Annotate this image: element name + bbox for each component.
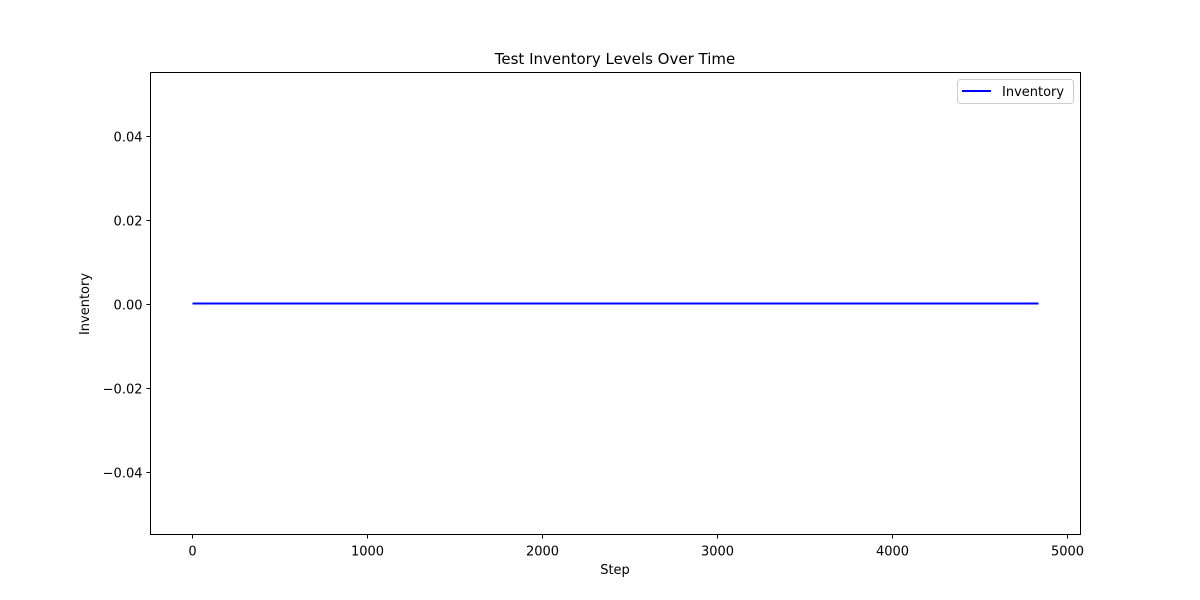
x-tick-label: 1000 [351, 545, 384, 560]
x-axis-ticks: 0 1000 2000 3000 4000 5000 [188, 534, 1084, 560]
chart-title: Test Inventory Levels Over Time [494, 50, 735, 68]
y-tick-label: −0.04 [103, 467, 143, 482]
x-tick-label: 4000 [876, 545, 909, 560]
legend-box [957, 79, 1074, 104]
y-tick-label: 0.00 [114, 299, 143, 314]
y-tick-label: 0.02 [114, 215, 143, 230]
legend-label-inventory: Inventory [1002, 85, 1064, 100]
y-tick-label: −0.02 [103, 383, 143, 398]
x-tick-label: 3000 [701, 545, 734, 560]
x-axis-title: Step [600, 563, 630, 578]
legend: Inventory [957, 79, 1074, 104]
y-axis-ticks: 0.04 0.02 0.00 −0.02 −0.04 [103, 131, 151, 482]
x-tick-label: 0 [188, 545, 196, 560]
y-tick-label: 0.04 [114, 131, 143, 146]
x-tick-label: 5000 [1051, 545, 1084, 560]
x-tick-label: 2000 [526, 545, 559, 560]
y-axis-title: Inventory [78, 273, 93, 335]
